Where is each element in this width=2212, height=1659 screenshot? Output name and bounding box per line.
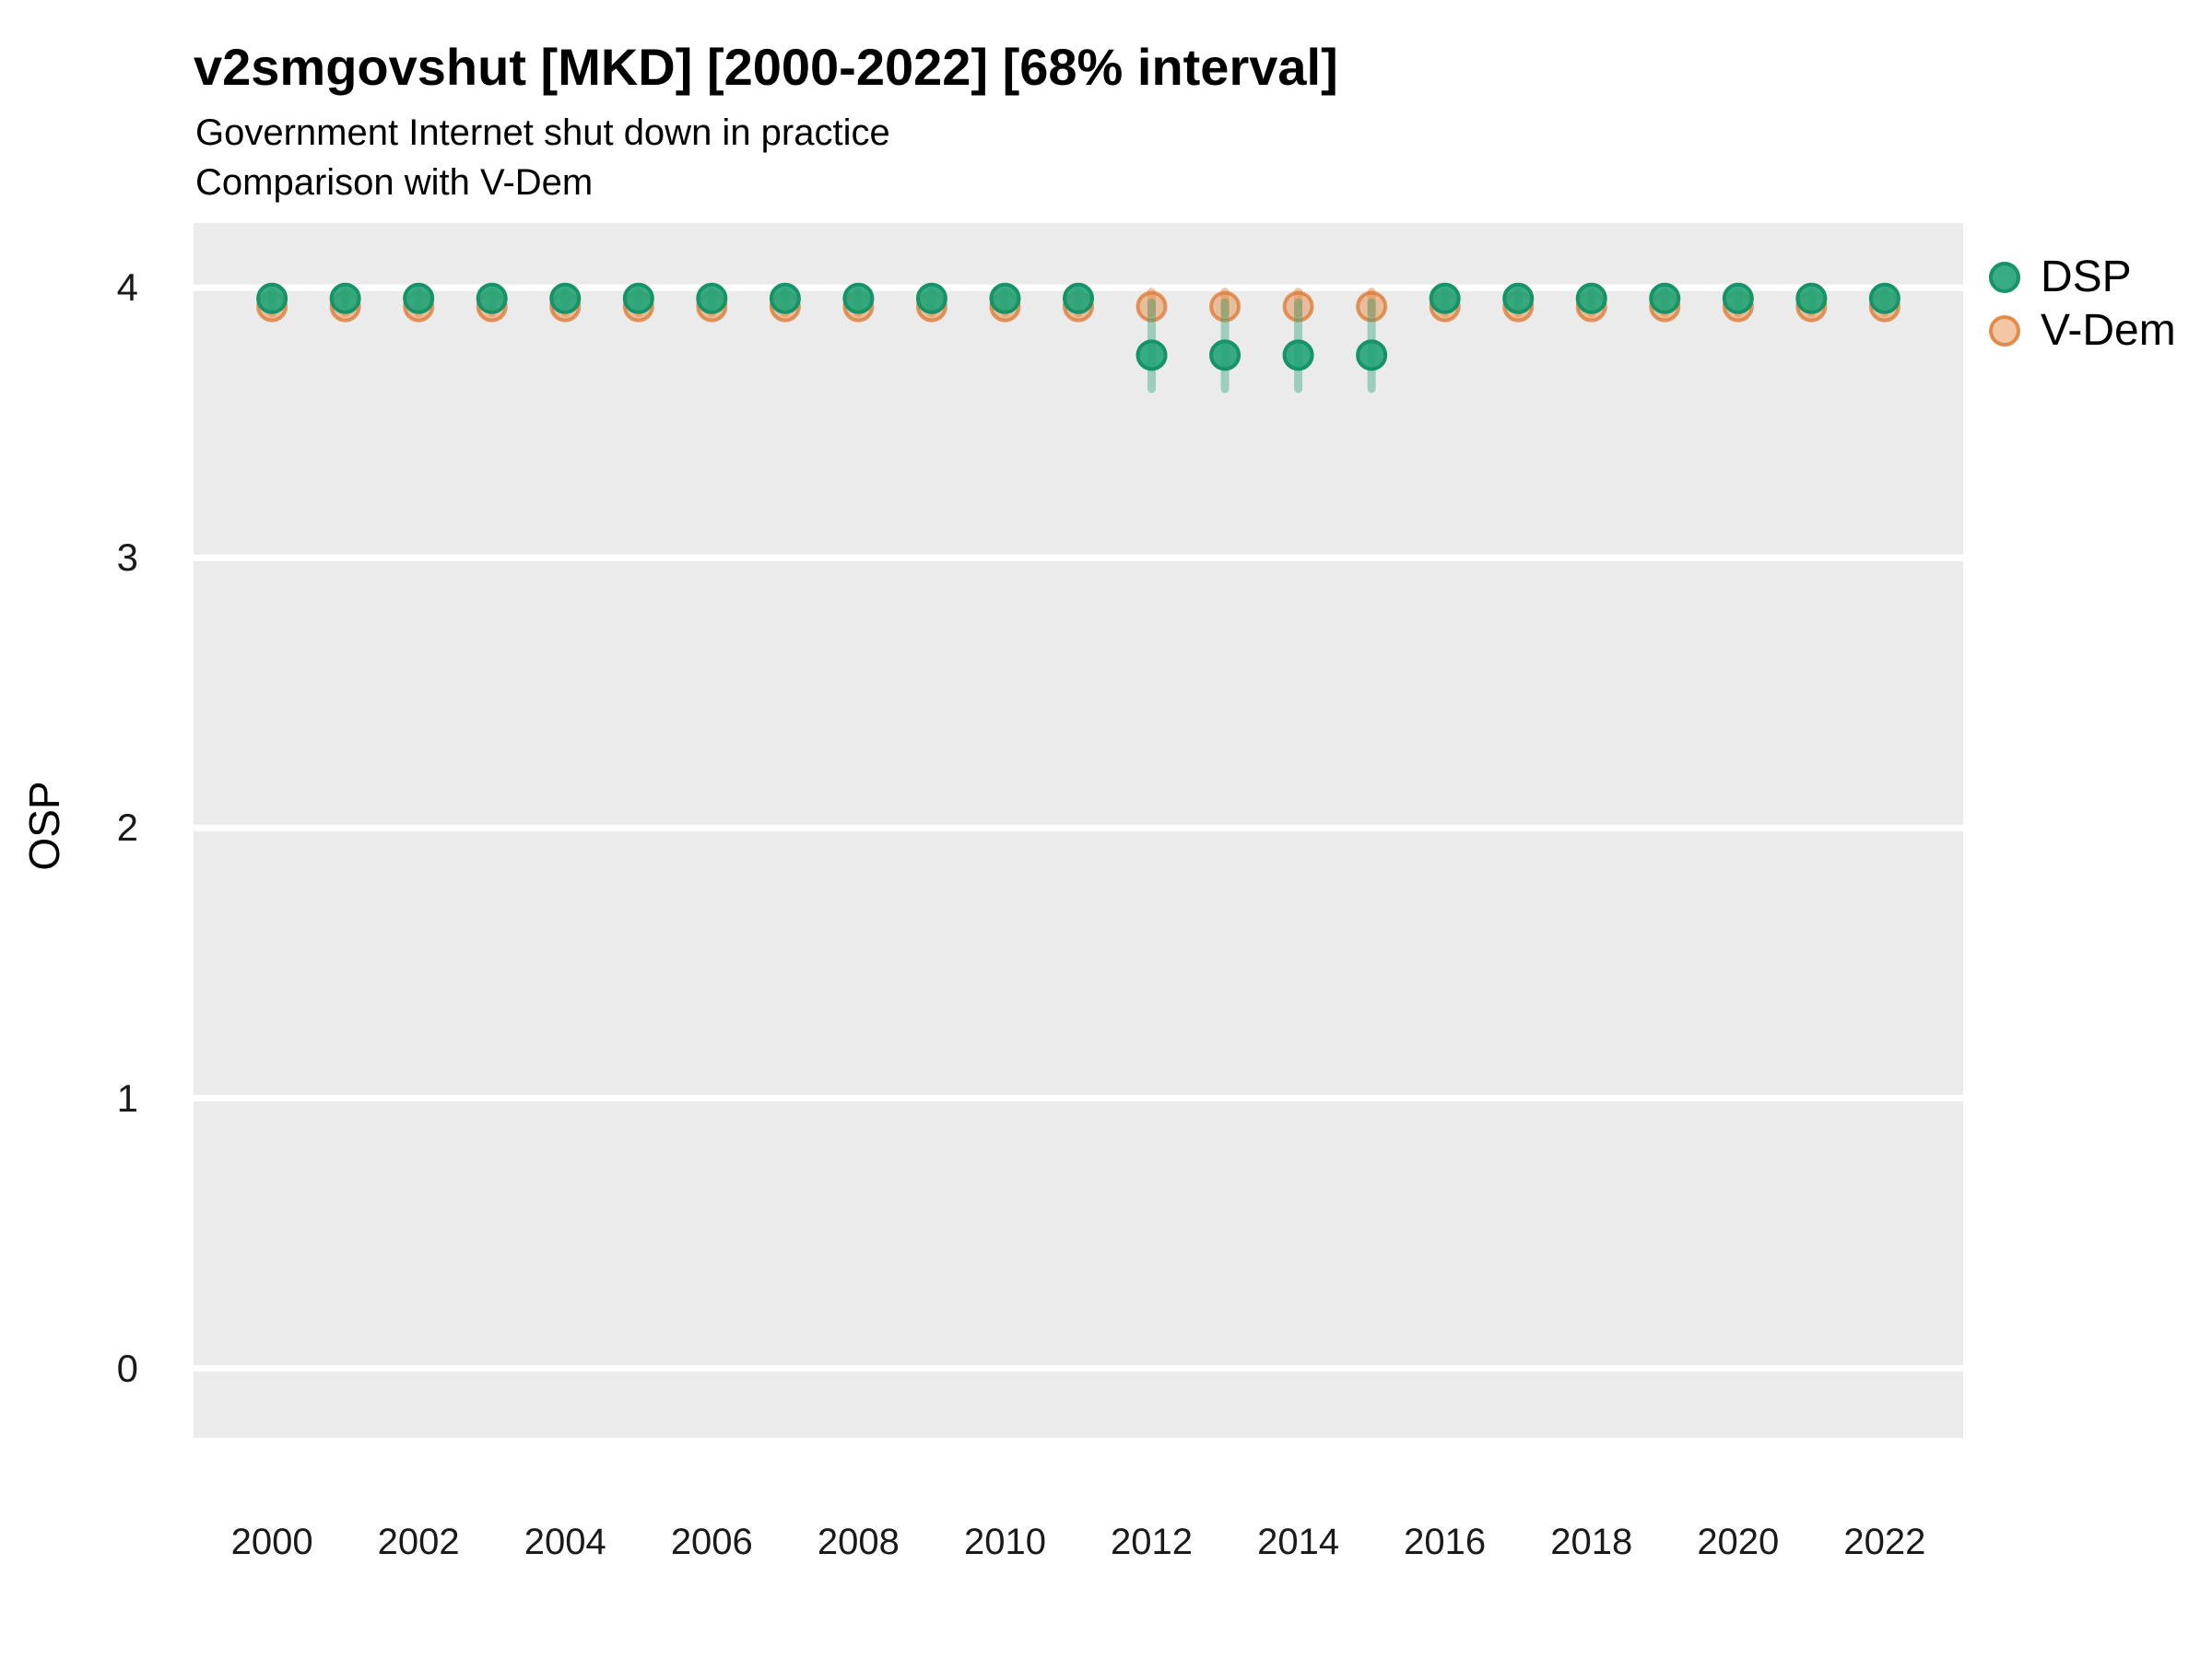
vdem-point-2013 xyxy=(1209,290,1241,323)
dsp-point-2021 xyxy=(1795,282,1828,314)
dsp-point-2006 xyxy=(696,282,728,314)
y-tick-label-4: 4 xyxy=(116,265,138,310)
dsp-point-2020 xyxy=(1722,282,1754,314)
dsp-point-2004 xyxy=(549,282,582,314)
dsp-point-2005 xyxy=(622,282,654,314)
dsp-point-2009 xyxy=(915,282,947,314)
dsp-point-2019 xyxy=(1649,282,1681,314)
dsp-point-2001 xyxy=(329,282,361,314)
dsp-point-2014 xyxy=(1282,339,1314,371)
vdem-point-2014 xyxy=(1282,290,1314,323)
dsp-point-2013 xyxy=(1209,339,1241,371)
x-tick-label-2022: 2022 xyxy=(1843,1522,1926,1562)
plot-panel xyxy=(194,223,1963,1438)
plot-area xyxy=(194,282,1963,1372)
x-tick-label-2008: 2008 xyxy=(817,1522,900,1562)
legend-label-vdem: V-Dem xyxy=(2041,306,2176,355)
x-tick-label-2016: 2016 xyxy=(1404,1522,1487,1562)
dsp-point-2002 xyxy=(403,282,435,314)
legend-item-dsp: DSP xyxy=(1989,251,2176,304)
vdem-point-2015 xyxy=(1356,290,1388,323)
chart-subtitle: Government Internet shut down in practic… xyxy=(195,112,890,153)
x-tick-label-2018: 2018 xyxy=(1550,1522,1633,1562)
dsp-point-2016 xyxy=(1429,282,1461,314)
dsp-point-2015 xyxy=(1356,339,1388,371)
x-tick-label-2000: 2000 xyxy=(230,1522,313,1562)
y-tick-label-0: 0 xyxy=(116,1346,138,1390)
legend-label-dsp: DSP xyxy=(2041,253,2132,301)
x-tick-label-2004: 2004 xyxy=(524,1522,606,1562)
dsp-point-2022 xyxy=(1868,282,1900,314)
vdem-legend-dot-icon xyxy=(1989,315,2020,347)
x-tick-label-2002: 2002 xyxy=(377,1522,460,1562)
y-tick-label-2: 2 xyxy=(116,806,138,850)
vdem-point-2012 xyxy=(1135,290,1168,323)
x-tick-label-2010: 2010 xyxy=(963,1522,1046,1562)
dsp-point-2012 xyxy=(1135,339,1168,371)
y-tick-label-1: 1 xyxy=(116,1076,138,1120)
dsp-point-2018 xyxy=(1575,282,1607,314)
dsp-point-2008 xyxy=(842,282,875,314)
dsp-point-2003 xyxy=(476,282,508,314)
dsp-point-2007 xyxy=(769,282,801,314)
dsp-legend-dot-icon xyxy=(1989,262,2020,293)
chart-subtitle-comparison: Comparison with V-Dem xyxy=(195,162,594,203)
dsp-point-2010 xyxy=(989,282,1021,314)
dsp-point-2000 xyxy=(256,282,288,314)
x-tick-label-2012: 2012 xyxy=(1111,1522,1194,1562)
legend-item-vdem: V-Dem xyxy=(1989,304,2176,358)
dsp-point-2017 xyxy=(1502,282,1535,314)
x-tick-label-2006: 2006 xyxy=(670,1522,753,1562)
chart-title: v2smgovshut [MKD] [2000-2022] [68% inter… xyxy=(194,38,1338,96)
x-tick-label-2020: 2020 xyxy=(1697,1522,1780,1562)
legend: DSP V-Dem xyxy=(1989,251,2176,358)
dsp-point-2011 xyxy=(1063,282,1094,314)
x-tick-label-2014: 2014 xyxy=(1257,1522,1340,1562)
y-tick-label-3: 3 xyxy=(116,535,138,580)
